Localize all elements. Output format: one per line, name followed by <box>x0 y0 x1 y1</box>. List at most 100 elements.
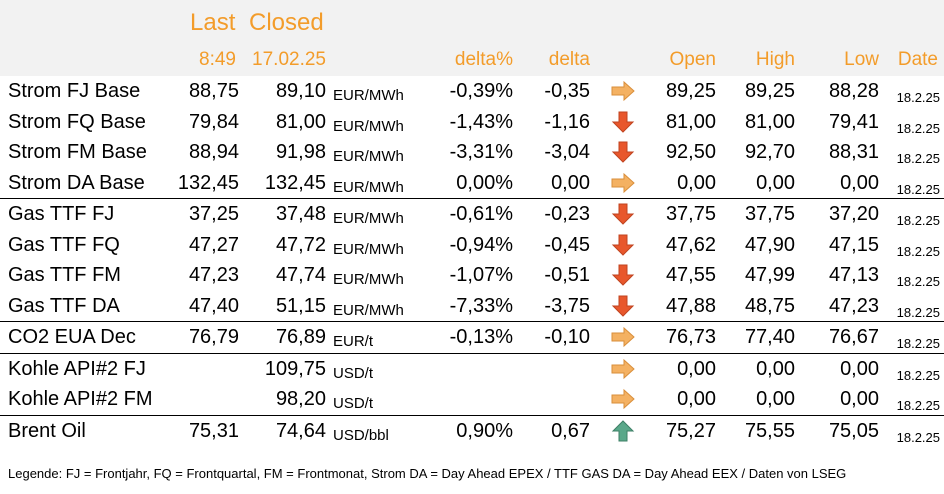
cell-high: 0,00 <box>756 171 795 194</box>
cell-low: 47,13 <box>828 264 879 286</box>
cell-date: 18.2.25 <box>896 398 940 413</box>
cell-last: 75,31 <box>188 419 239 442</box>
table-row: CO2 EUA Dec 76,79 76,89 EUR/t -0,13% -0,10 76,… <box>0 321 944 353</box>
right-arrow-icon <box>610 388 636 410</box>
header-delta: delta <box>548 49 590 70</box>
table-row: Strom FQ Base 79,84 81,00 EUR/MWh -1,43% -1,1… <box>0 107 944 138</box>
cell-low: 0,00 <box>840 171 879 194</box>
cell-last: 47,40 <box>188 294 239 317</box>
cell-unit: EUR/t <box>333 333 374 350</box>
cell-delta: 0,00 <box>551 171 590 194</box>
cell-delta: -0,23 <box>544 203 590 225</box>
cell-closed: 47,74 <box>275 264 326 286</box>
table-row: Gas TTF FJ 37,25 37,48 EUR/MWh -0,61% -0,23 37… <box>0 198 944 230</box>
cell-unit: USD/bbl <box>333 426 389 444</box>
cell-high: 92,70 <box>744 141 795 163</box>
cell-date: 18.2.25 <box>896 429 940 445</box>
down-arrow-icon <box>610 234 636 256</box>
cell-high: 77,40 <box>744 326 795 348</box>
cell-delta-pct: -1,43% <box>449 110 513 133</box>
cell-date: 18.2.25 <box>896 213 940 228</box>
cell-unit: USD/t <box>333 395 374 412</box>
cell-closed: 74,64 <box>275 419 326 442</box>
cell-high: 47,99 <box>744 264 795 286</box>
cell-date: 18.2.25 <box>896 120 940 136</box>
cell-delta: -3,04 <box>544 141 590 163</box>
table-row: Strom FJ Base 88,75 89,10 EUR/MWh -0,39% -0,3… <box>0 76 944 107</box>
header-low: Low <box>844 49 879 70</box>
cell-high: 75,55 <box>744 419 795 442</box>
cell-delta: -0,10 <box>544 326 590 348</box>
right-arrow-icon <box>610 80 636 102</box>
cell-name: Gas TTF FM <box>8 264 121 286</box>
cell-high: 48,75 <box>744 294 795 317</box>
header-closed-date: 17.02.25 <box>252 49 326 70</box>
cell-name: Strom DA Base <box>8 171 145 194</box>
cell-unit: EUR/MWh <box>333 117 404 135</box>
cell-closed: 81,00 <box>275 110 326 133</box>
down-arrow-icon <box>610 295 636 317</box>
cell-open: 0,00 <box>677 357 716 380</box>
cell-name: CO2 EUA Dec <box>8 326 136 348</box>
cell-name: Kohle API#2 FJ <box>8 357 146 380</box>
cell-open: 76,73 <box>665 326 716 348</box>
cell-closed: 37,48 <box>275 203 326 225</box>
cell-high: 81,00 <box>744 110 795 133</box>
cell-high: 0,00 <box>756 357 795 380</box>
cell-delta-pct: -0,13% <box>449 326 513 348</box>
cell-last: 79,84 <box>188 110 239 133</box>
cell-unit: EUR/MWh <box>333 210 404 227</box>
cell-date: 18.2.25 <box>896 274 940 289</box>
cell-delta: 0,67 <box>551 419 590 442</box>
cell-name: Gas TTF FJ <box>8 203 115 225</box>
cell-delta: -0,35 <box>544 80 590 102</box>
cell-high: 37,75 <box>744 203 795 225</box>
cell-date: 18.2.25 <box>896 181 940 197</box>
right-arrow-icon <box>610 358 636 380</box>
cell-delta-pct: -3,31% <box>449 141 513 163</box>
cell-open: 0,00 <box>677 388 716 410</box>
cell-high: 47,90 <box>744 233 795 256</box>
cell-date: 18.2.25 <box>896 336 940 351</box>
table-row: Strom DA Base 132,45 132,45 EUR/MWh 0,00% 0,0… <box>0 168 944 199</box>
cell-low: 88,31 <box>828 141 879 163</box>
cell-date: 18.2.25 <box>896 304 940 320</box>
cell-closed: 89,10 <box>275 80 326 102</box>
cell-low: 76,67 <box>828 326 879 348</box>
cell-last: 76,79 <box>188 326 239 348</box>
cell-last: 47,27 <box>188 233 239 256</box>
cell-open: 47,55 <box>665 264 716 286</box>
cell-low: 88,28 <box>828 80 879 102</box>
cell-open: 47,88 <box>665 294 716 317</box>
cell-name: Strom FQ Base <box>8 110 146 133</box>
cell-date: 18.2.25 <box>896 90 940 105</box>
cell-closed: 76,89 <box>275 326 326 348</box>
table-row: Kohle API#2 FM 98,20 USD/t 0,00 0,00 0,00 18.2… <box>0 384 944 415</box>
down-arrow-icon <box>610 111 636 133</box>
cell-high: 89,25 <box>744 80 795 102</box>
cell-unit: EUR/MWh <box>333 240 404 258</box>
header-closed: Closed <box>249 9 324 36</box>
table-row: Gas TTF FM 47,23 47,74 EUR/MWh -1,07% -0,51 47… <box>0 260 944 291</box>
header-last-time: 8:49 <box>199 49 236 70</box>
cell-name: Strom FM Base <box>8 141 147 163</box>
cell-date: 18.2.25 <box>896 367 940 383</box>
cell-delta: -0,45 <box>544 233 590 256</box>
cell-closed: 98,20 <box>275 388 326 410</box>
cell-high: 0,00 <box>756 388 795 410</box>
down-arrow-icon <box>610 264 636 286</box>
table-row: Kohle API#2 FJ 109,75 USD/t 0,00 0,00 0,00 18.… <box>0 352 944 385</box>
cell-closed: 47,72 <box>275 233 326 256</box>
right-arrow-icon <box>610 172 636 194</box>
cell-date: 18.2.25 <box>896 151 940 166</box>
cell-name: Strom FJ Base <box>8 80 141 102</box>
right-arrow-icon <box>610 326 636 348</box>
cell-delta-pct: 0,90% <box>456 419 513 442</box>
cell-closed: 109,75 <box>264 357 326 380</box>
header-high: High <box>755 49 795 70</box>
cell-open: 37,75 <box>665 203 716 225</box>
header-date: Date <box>897 49 938 70</box>
cell-unit: EUR/MWh <box>333 87 404 104</box>
cell-open: 75,27 <box>665 419 716 442</box>
cell-low: 0,00 <box>840 357 879 380</box>
